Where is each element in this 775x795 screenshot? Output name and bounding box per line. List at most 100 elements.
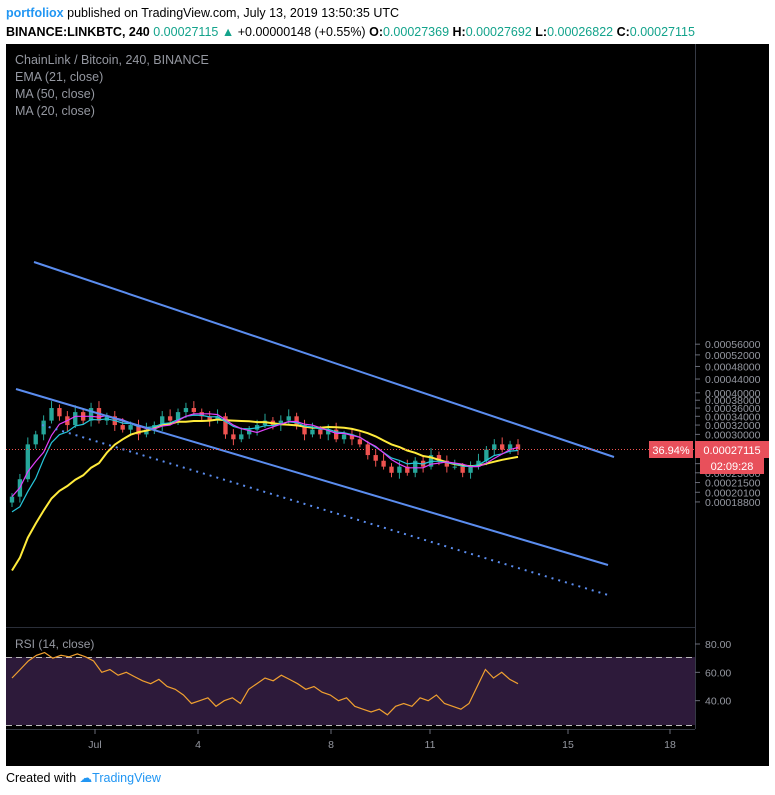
created-with-text: Created with <box>6 771 77 785</box>
percent-tag-text: 36.94% <box>652 445 690 457</box>
price-tick-label: 0.00048000 <box>705 361 761 373</box>
price-tick-label: 0.00038000 <box>705 395 761 407</box>
legend-ema21[interactable]: EMA (21, close) <box>15 70 103 84</box>
price-tick-label: 0.00056000 <box>705 339 761 351</box>
published-text: published on TradingView.com, July 13, 2… <box>63 6 400 20</box>
candle-body <box>476 460 481 467</box>
footer: Created with ☁TradingView <box>6 768 161 788</box>
candle-body <box>120 425 125 430</box>
ohlc-low-value: 0.00026822 <box>547 25 614 39</box>
candle-body <box>326 429 331 435</box>
time-tick-label: 18 <box>664 739 676 751</box>
price-tick-label: 0.00052000 <box>705 350 761 362</box>
countdown-tag <box>700 458 764 474</box>
candle-body <box>25 444 30 480</box>
candle-body <box>373 455 378 461</box>
publisher-name[interactable]: portfoliox <box>6 6 64 20</box>
change-arrow-icon: ▲ <box>221 25 235 39</box>
rsi-ticks: 80.00 60.00 40.00 <box>695 639 731 708</box>
legend-title: ChainLink / Bitcoin, 240, BINANCE <box>15 53 209 67</box>
candle-body <box>492 444 497 450</box>
candle-body <box>41 420 46 435</box>
candle-body <box>33 434 38 445</box>
candle-body <box>413 460 418 473</box>
time-axis[interactable] <box>6 729 769 766</box>
candle-body <box>397 466 402 473</box>
channel-dotted-line[interactable] <box>41 424 609 596</box>
ohlc-close-label: C: <box>616 25 630 39</box>
symbol-label: BINANCE:LINKBTC, 240 <box>6 25 150 39</box>
price-tag-text: 0.00027115 <box>703 445 760 457</box>
ohlc-high-label: H: <box>452 25 466 39</box>
candle-body <box>500 444 505 450</box>
candlestick-chart[interactable]: 0.000560000.000520000.000480000.00044000… <box>6 44 769 766</box>
time-tick-label: 11 <box>425 739 436 751</box>
price-tag <box>695 441 769 458</box>
rsi-band <box>6 657 695 725</box>
candle-body <box>239 434 244 440</box>
candle-body <box>144 429 149 435</box>
price-pane[interactable] <box>6 44 695 627</box>
candle-body <box>128 425 133 430</box>
candle-body <box>167 416 173 421</box>
candle-body <box>286 416 291 421</box>
tradingview-link[interactable]: TradingView <box>92 771 161 785</box>
candle-body <box>349 434 355 440</box>
candle-body <box>231 434 236 440</box>
candle-body <box>444 460 450 467</box>
price-tick-label: 0.00036000 <box>705 403 761 415</box>
price-tick-label: 0.00018800 <box>705 497 761 509</box>
time-ticks: Jul 4 8 11 15 18 <box>88 729 676 751</box>
percent-tag <box>649 441 693 458</box>
candle-body <box>515 444 521 450</box>
price-tick-label: 0.00034000 <box>705 411 761 423</box>
candle-body <box>49 408 54 421</box>
candle-body <box>357 439 363 445</box>
price-tick-label: 0.00021500 <box>705 478 761 490</box>
candle-body <box>381 460 386 467</box>
candle-body <box>507 444 513 450</box>
candle-body <box>436 455 442 461</box>
price-axis[interactable] <box>695 44 769 729</box>
rsi-legend[interactable]: RSI (14, close) <box>15 637 94 651</box>
price-tick-label: 0.00040000 <box>705 388 761 400</box>
legend-ma20[interactable]: MA (20, close) <box>15 104 95 118</box>
candle-body <box>389 466 394 473</box>
ohlc-open-label: O: <box>369 25 383 39</box>
candle-body <box>333 429 339 440</box>
ohlc-high-value: 0.00027692 <box>465 25 532 39</box>
candle-body <box>452 466 457 468</box>
ma50-line <box>11 418 519 572</box>
price-tick-label: 0.00044000 <box>705 374 761 386</box>
time-tick-label: 15 <box>562 739 574 751</box>
candle-body <box>9 496 15 503</box>
price-ticks: 0.000560000.000520000.000480000.00044000… <box>695 339 761 509</box>
ema21-line <box>11 414 519 513</box>
candle-body <box>191 408 197 413</box>
rsi-tick-label: 80.00 <box>705 639 731 651</box>
candle-body <box>215 416 220 421</box>
rsi-tick-label: 60.00 <box>705 667 731 679</box>
tradingview-logo-icon[interactable]: ☁ <box>79 771 93 785</box>
channel-upper-line[interactable] <box>33 261 615 458</box>
last-price: 0.00027115 <box>153 25 219 39</box>
candle-body <box>247 429 252 435</box>
time-tick-label: Jul <box>88 739 101 751</box>
candle-body <box>405 466 410 473</box>
legend-ma50[interactable]: MA (50, close) <box>15 87 95 101</box>
candle-body <box>468 466 473 473</box>
candle-body <box>302 425 307 435</box>
price-tick-label: 0.00032000 <box>705 420 761 432</box>
time-tick-label: 8 <box>328 739 334 751</box>
candle-body <box>341 434 347 440</box>
rsi-tick-label: 40.00 <box>705 696 731 708</box>
candle-body <box>57 408 62 417</box>
price-tick-label: 0.00030000 <box>705 429 761 441</box>
candle-body <box>318 429 323 435</box>
candle-body <box>88 408 94 421</box>
candle-body <box>207 416 212 421</box>
channel-lower-line[interactable] <box>15 388 609 566</box>
candle-body <box>160 416 165 426</box>
ohlc-low-label: L: <box>535 25 548 39</box>
countdown-text: 02:09:28 <box>711 461 754 473</box>
